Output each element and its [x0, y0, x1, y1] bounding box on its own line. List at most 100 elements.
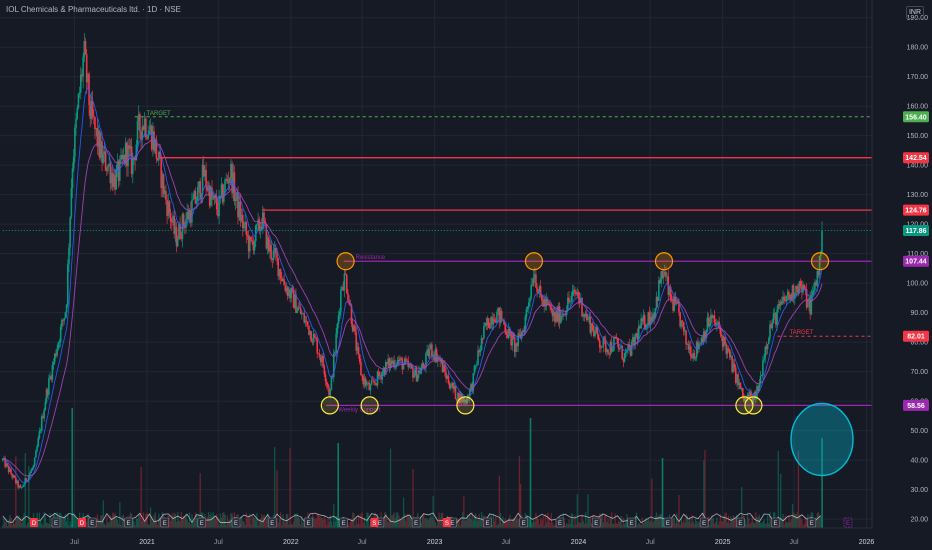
candle-body: [620, 345, 622, 349]
volume-bar: [502, 516, 504, 528]
candle-body: [689, 346, 692, 357]
candle-body: [785, 295, 788, 302]
volume-bar: [641, 517, 644, 528]
candle-body: [137, 114, 140, 122]
candle-body: [364, 378, 367, 386]
price-tick-label: 30.00: [910, 487, 928, 494]
candle-body: [642, 315, 645, 322]
time-tick-label: Jul: [358, 539, 367, 546]
candle-body: [500, 310, 503, 321]
volume-bar: [266, 513, 269, 528]
volume-bar: [464, 520, 466, 528]
candle-body: [655, 296, 658, 308]
volume-bar: [402, 497, 405, 528]
candle-body: [376, 371, 379, 386]
candle-body: [309, 331, 311, 335]
volume-bar: [492, 513, 495, 528]
volume-bar: [211, 515, 213, 528]
candle-body: [601, 346, 603, 348]
currency-button[interactable]: INR: [906, 6, 924, 19]
volume-bar: [540, 518, 542, 528]
volume-bar: [214, 518, 217, 528]
volume-bar: [465, 520, 467, 528]
candle-body: [166, 199, 168, 216]
volume-bar: [600, 514, 602, 528]
volume-bar: [250, 524, 252, 528]
volume-bar: [436, 525, 438, 528]
volume-bar: [503, 520, 505, 528]
candle-body: [447, 375, 450, 384]
candle-body: [155, 139, 158, 159]
candle-body: [503, 319, 505, 325]
candle-body: [617, 343, 620, 350]
candle-body: [558, 306, 561, 324]
volume-bar: [12, 520, 15, 528]
earnings-marker: [483, 517, 492, 528]
candle-body: [225, 178, 227, 180]
split-marker-label: S: [445, 521, 449, 527]
candle-body: [92, 116, 95, 118]
candle-body: [181, 214, 184, 239]
candle-body: [669, 287, 672, 300]
volume-bar: [24, 453, 26, 528]
volume-bar: [186, 519, 188, 528]
volume-bar: [348, 525, 350, 528]
candle-body: [193, 191, 196, 200]
earnings-marker: [267, 517, 277, 528]
volume-bar: [694, 518, 697, 528]
volume-bar: [363, 517, 366, 528]
volume-bar: [725, 512, 727, 528]
candle-body: [781, 301, 783, 304]
candle-body: [656, 296, 659, 301]
candle-body: [102, 154, 105, 164]
candle-body: [107, 164, 109, 172]
candle-body: [591, 323, 594, 331]
candle-body: [590, 323, 593, 333]
volume-bar: [242, 520, 244, 528]
candle-body: [614, 337, 616, 339]
candle-body: [695, 341, 698, 358]
volume-bar: [602, 522, 605, 528]
candle-body: [422, 363, 425, 367]
candle-body: [270, 244, 272, 259]
volume-bar: [677, 523, 679, 528]
price-level-tag: [903, 152, 929, 164]
candle-body: [266, 237, 269, 249]
volume-bar: [568, 519, 570, 528]
candle-body: [792, 285, 795, 299]
volume-bar: [802, 525, 804, 528]
candle-body: [609, 342, 612, 355]
candle-body: [654, 307, 657, 319]
candle-body: [693, 352, 696, 359]
candle-body: [57, 342, 60, 349]
volume-bar: [573, 525, 575, 528]
candle-body: [318, 354, 321, 358]
candle-body: [784, 299, 787, 302]
candle-body: [4, 458, 6, 467]
volume-spike: [71, 408, 74, 528]
volume-bar: [248, 515, 250, 528]
candle-body: [52, 361, 55, 365]
volume-bar: [713, 523, 716, 528]
candle-body: [788, 291, 790, 300]
volume-bar: [196, 514, 198, 528]
candle-body: [557, 306, 560, 322]
volume-bar: [103, 523, 106, 528]
volume-bar: [735, 518, 737, 528]
volume-bar: [181, 518, 184, 528]
candle-body: [406, 360, 408, 362]
volume-bar: [689, 516, 691, 528]
candle-body: [740, 388, 743, 390]
candle-body: [783, 296, 785, 300]
candle-body: [105, 170, 108, 172]
candle-body: [578, 298, 581, 303]
candle-body: [87, 73, 89, 83]
price-tick-label: 40.00: [910, 458, 928, 465]
candle-body: [650, 316, 653, 322]
candle-body: [123, 154, 126, 164]
support-touch-marker: [744, 396, 763, 415]
volume-bar: [179, 520, 181, 528]
candle-body: [799, 281, 802, 286]
candle-body: [808, 298, 810, 306]
